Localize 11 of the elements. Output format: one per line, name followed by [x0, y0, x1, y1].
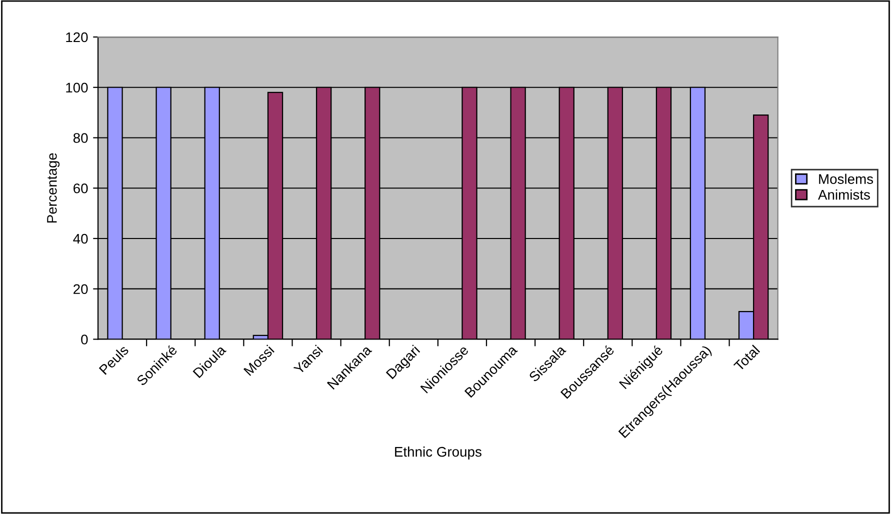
legend-label: Moslems: [819, 174, 874, 184]
y-tick-label: 100: [66, 82, 88, 93]
y-tick-label: 120: [66, 32, 88, 42]
y-tick-label: 60: [74, 183, 88, 194]
y-tick-label: 40: [73, 234, 88, 244]
y-tick-label: 0: [81, 334, 88, 344]
x-axis-title: Ethnic Groups: [395, 446, 482, 460]
y-tick-label: 20: [74, 284, 88, 294]
y-tick-label: 80: [73, 133, 88, 143]
legend-label: Animists: [818, 190, 870, 200]
y-axis-title: Percentage: [47, 153, 60, 222]
